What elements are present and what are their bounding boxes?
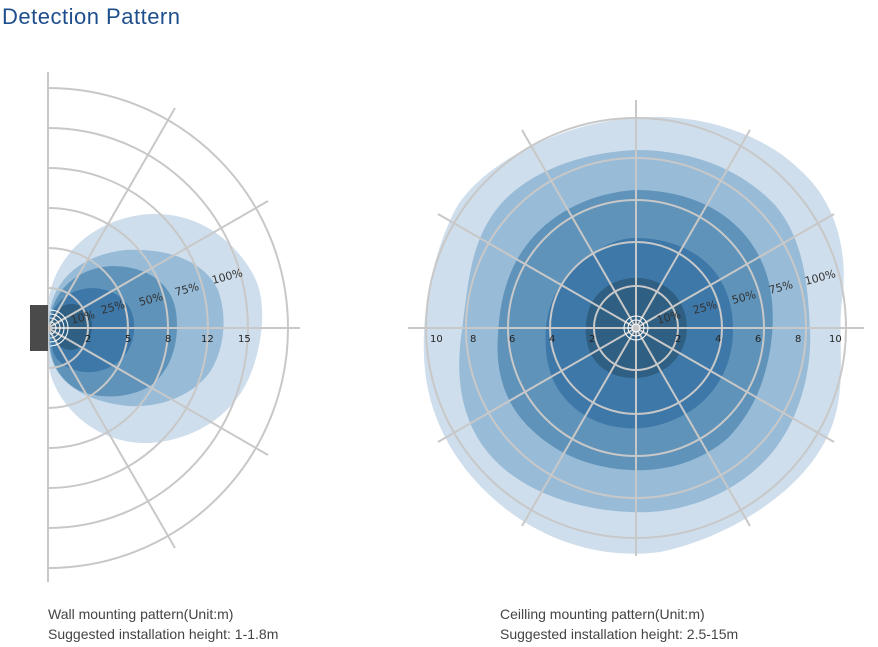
wall-tick-8: 8 [165, 334, 171, 345]
ceiling-tick-left-8: 8 [470, 334, 476, 345]
wall-grid-radials [47, 107, 300, 549]
ceiling-tick-right-4: 4 [715, 334, 721, 345]
ceiling-tick-right-6: 6 [755, 334, 761, 345]
wall-tick-12: 12 [201, 334, 214, 345]
wall-caption-line1: Wall mounting pattern(Unit:m) [48, 606, 234, 622]
ceiling-tick-left-10: 10 [430, 334, 443, 345]
wall-label-50: 50% [137, 290, 164, 309]
ceiling-tick-right-8: 8 [795, 334, 801, 345]
ceiling-tick-right-10: 10 [829, 334, 842, 345]
wall-tick-5: 5 [125, 334, 131, 345]
ceiling-grid-radials [408, 100, 864, 556]
ceiling-pattern: 10% 25% 50% 75% 100% 10 8 6 4 2 2 4 6 8 … [408, 100, 864, 556]
ceiling-label-75: 75% [767, 278, 794, 297]
ceiling-tick-right-2: 2 [675, 334, 681, 345]
ceiling-caption-line2: Suggested installation height: 2.5-15m [500, 626, 739, 642]
ceiling-label-10: 10% [655, 308, 682, 327]
wall-caption: Wall mounting pattern(Unit:m) Suggested … [48, 604, 278, 644]
wall-signal-icon [49, 309, 69, 347]
wall-sensor-icon [30, 305, 48, 351]
ceiling-caption-line1: Ceilling mounting pattern(Unit:m) [500, 606, 705, 622]
wall-label-10: 10% [69, 308, 96, 327]
wall-tick-2: 2 [85, 334, 91, 345]
wall-caption-line2: Suggested installation height: 1-1.8m [48, 626, 279, 642]
ceiling-signal-icon [623, 315, 649, 341]
wall-pattern: 10% 25% 50% 75% 100% 2 5 8 12 15 [30, 72, 300, 582]
ceiling-tick-left-6: 6 [509, 334, 515, 345]
ceiling-label-25: 25% [691, 298, 718, 317]
wall-tick-15: 15 [238, 334, 251, 345]
wall-label-75: 75% [173, 280, 200, 299]
ceiling-label-50: 50% [730, 288, 757, 307]
ceiling-caption: Ceilling mounting pattern(Unit:m) Sugges… [500, 604, 738, 644]
page-title: Detection Pattern [2, 4, 181, 29]
ceiling-tick-left-2: 2 [589, 334, 595, 345]
ceiling-tick-left-4: 4 [549, 334, 555, 345]
wall-label-25: 25% [99, 298, 126, 317]
